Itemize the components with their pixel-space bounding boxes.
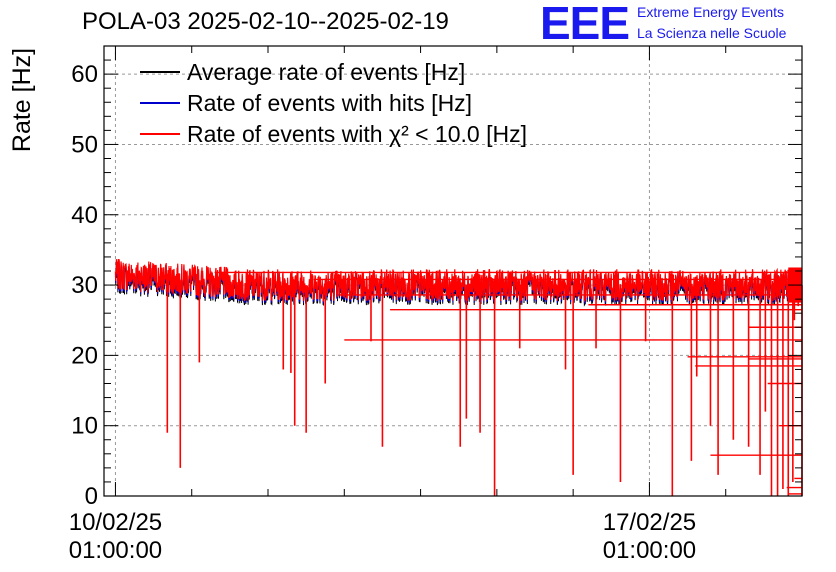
- legend-label: Average rate of events [Hz]: [187, 59, 465, 85]
- logo-line-1: Extreme Energy Events: [637, 4, 785, 20]
- x-tick-label-date: 10/02/25: [69, 509, 162, 536]
- x-tick-label-date: 17/02/25: [603, 509, 696, 536]
- legend-label: Rate of events with hits [Hz]: [187, 90, 472, 116]
- y-tick-label: 40: [71, 202, 98, 229]
- y-axis-label: Rate [Hz]: [8, 48, 36, 152]
- y-tick-label: 50: [71, 131, 98, 158]
- logo-line-2: La Scienza nelle Scuole: [637, 25, 787, 41]
- legend: Average rate of events [Hz] Rate of event…: [140, 59, 527, 147]
- legend-label: Rate of events with χ² < 10.0 [Hz]: [187, 121, 527, 147]
- ticks-layer: 010203040506010/02/2501:00:0017/02/2501:…: [69, 45, 803, 564]
- series-chi2-rate: [114, 258, 802, 303]
- data-layer: [114, 258, 803, 496]
- y-tick-label: 10: [71, 413, 98, 440]
- x-tick-label-time: 01:00:00: [603, 537, 696, 564]
- y-tick-label: 60: [71, 61, 98, 88]
- eee-logo-mark: EEE: [540, 0, 630, 49]
- x-tick-label-time: 01:00:00: [69, 537, 162, 564]
- y-tick-label: 30: [71, 272, 98, 299]
- chart-title: POLA-03 2025-02-10--2025-02-19: [82, 8, 449, 35]
- y-tick-label: 0: [85, 483, 98, 510]
- y-tick-label: 20: [71, 342, 98, 369]
